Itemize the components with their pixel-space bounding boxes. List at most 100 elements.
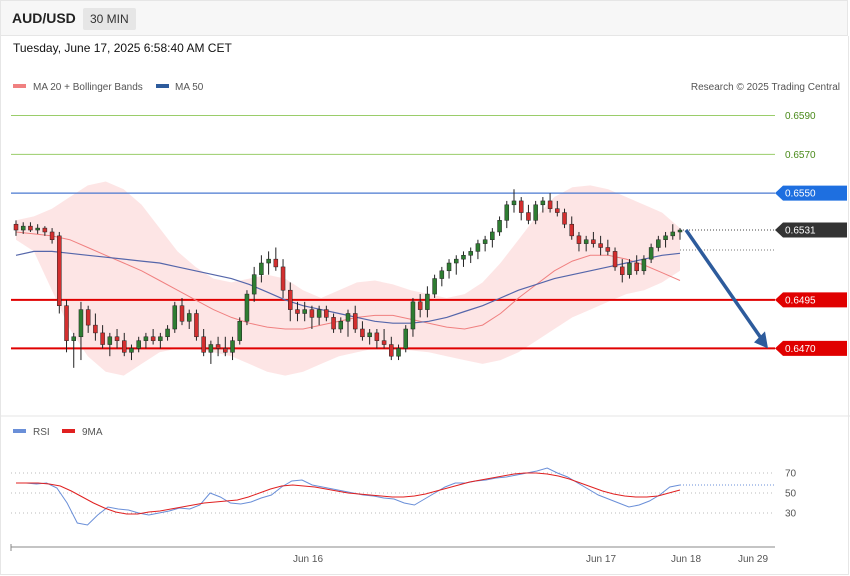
candle-body <box>576 235 582 244</box>
rsi-tick-50: 50 <box>785 489 797 500</box>
candle-body <box>194 313 199 338</box>
forecast-arrow-head <box>754 331 768 349</box>
candle-body <box>591 239 596 244</box>
legend-ma50-label: MA 50 <box>175 82 204 93</box>
candle-body <box>223 348 228 353</box>
legend-swatch-9ma <box>62 429 75 433</box>
price-tag-0.6470 <box>775 340 847 356</box>
x-tick-label: Jun 17 <box>586 554 616 565</box>
candle-body <box>259 262 264 275</box>
candle-body <box>656 239 661 248</box>
legend: MA 20 + Bollinger Bands MA 50 Research ©… <box>13 82 840 93</box>
candle-body <box>389 344 394 357</box>
candle-body <box>490 231 495 240</box>
candle-body <box>186 313 192 322</box>
x-axis-layer: Jun 16 Jun 17 Jun 18 Jun 29 <box>10 544 775 565</box>
candle-body <box>64 305 69 341</box>
candle-body <box>49 231 55 240</box>
candle-body <box>122 340 127 353</box>
candle-body <box>634 262 639 272</box>
candle-body <box>547 200 553 209</box>
candle-body <box>273 258 279 268</box>
rsi-series-RSI <box>16 467 681 526</box>
legend-bb-label: MA 20 + Bollinger Bands <box>33 82 143 93</box>
candle-body <box>425 293 430 310</box>
candle-body <box>324 309 329 318</box>
candle-body <box>555 208 560 213</box>
bollinger-band <box>16 181 680 376</box>
candle-body <box>598 243 603 248</box>
credit-text: Research © 2025 Trading Central <box>691 82 840 93</box>
candle-body <box>511 200 517 206</box>
price-label-0.6495: 0.6495 <box>785 295 816 306</box>
candle-body <box>136 340 141 349</box>
timeframe-badge[interactable]: 30 MIN <box>83 8 136 30</box>
candle-body <box>266 258 271 264</box>
candle-body <box>482 239 488 244</box>
candle-body <box>35 227 40 231</box>
price-label-0.6570: 0.6570 <box>785 150 816 161</box>
candle-body <box>475 243 481 252</box>
candle-body <box>165 328 170 338</box>
candle-body <box>374 332 380 341</box>
candle-body <box>57 235 62 306</box>
candle-body <box>129 348 134 353</box>
candle-body <box>612 251 618 268</box>
candle-body <box>201 336 206 353</box>
candle-body <box>360 328 365 338</box>
candle-body <box>78 309 84 338</box>
candle-body <box>432 278 437 295</box>
candle-body <box>179 305 185 322</box>
candle-body <box>13 223 19 231</box>
candle-body <box>620 266 625 275</box>
candle-body <box>345 313 351 322</box>
forecast-arrow-shaft <box>684 229 766 344</box>
price-tag-0.6531 <box>775 222 847 238</box>
candle-body <box>439 270 445 279</box>
candle-body <box>150 336 156 341</box>
candle-body <box>172 305 178 330</box>
candle-body <box>504 204 510 221</box>
candle-body <box>158 336 163 341</box>
price-label-0.6531: 0.6531 <box>785 226 816 237</box>
candle-body <box>533 204 538 221</box>
candle-body <box>71 336 76 341</box>
candle-body <box>461 255 466 260</box>
candle-body <box>20 225 26 231</box>
candle-body <box>244 293 250 322</box>
rsi-layer: 70 50 30 <box>11 467 797 526</box>
candle-body <box>518 200 524 213</box>
candle-body <box>143 336 149 341</box>
candle-body <box>93 324 98 334</box>
timestamp: Tuesday, June 17, 2025 6:58:40 AM CET <box>13 41 232 55</box>
symbol-label: AUD/USD <box>12 10 76 26</box>
candle-body <box>352 313 358 330</box>
bollinger-band-layer <box>16 181 680 376</box>
candle-body <box>309 309 315 318</box>
x-tick-label: Jun 16 <box>293 554 323 565</box>
candle-body <box>454 258 459 264</box>
candle-body <box>381 340 387 345</box>
legend-rsi-label: RSI <box>33 427 50 438</box>
candle-body <box>497 220 502 233</box>
candle-body <box>338 321 344 330</box>
candle-body <box>562 212 567 225</box>
candle-body <box>331 317 336 330</box>
candle-body <box>302 309 307 314</box>
candle-body <box>583 239 589 244</box>
candle-body <box>367 332 372 338</box>
chart-frame <box>0 36 849 575</box>
price-tag-0.6550 <box>775 185 847 201</box>
candle-body <box>237 321 242 341</box>
rsi-tick-30: 30 <box>785 509 797 520</box>
candle-body <box>28 225 33 231</box>
forecast-arrow-layer <box>684 229 768 349</box>
candle-body <box>569 223 574 237</box>
rsi-series-9MA <box>16 472 681 515</box>
candle-body <box>677 229 683 233</box>
candle-body <box>627 262 632 275</box>
candles-layer <box>13 189 683 368</box>
rsi-legend: RSI 9MA <box>13 427 103 438</box>
candle-body <box>280 266 286 291</box>
